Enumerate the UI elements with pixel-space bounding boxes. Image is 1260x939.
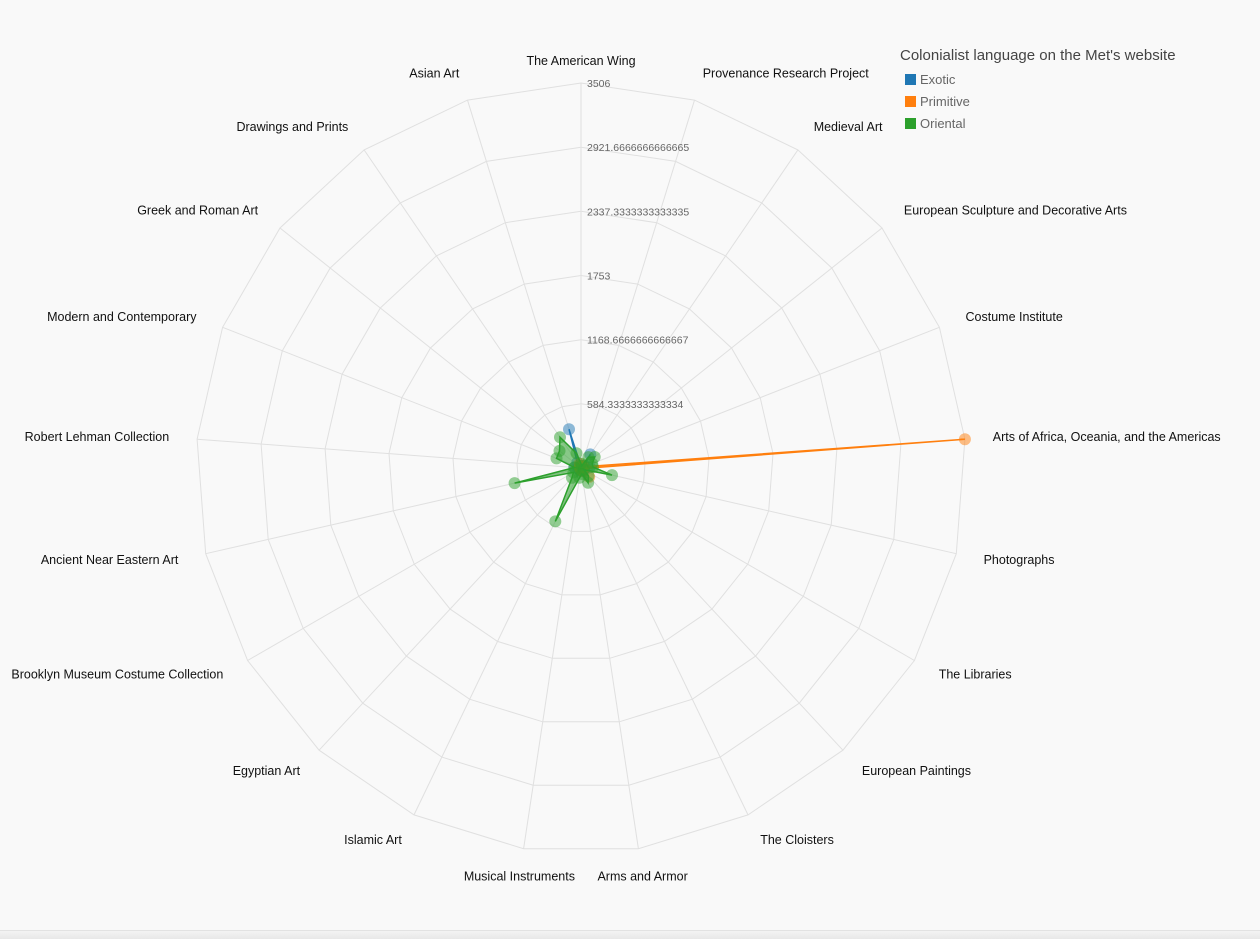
- axis-spoke: [279, 227, 582, 469]
- axis-label: Robert Lehman Collection: [25, 430, 170, 444]
- data-point-oriental[interactable]: [606, 469, 618, 482]
- axis-label: Musical Instruments: [464, 869, 575, 883]
- axis-spoke: [580, 467, 915, 661]
- axis-spoke: [197, 438, 582, 469]
- axis-spoke: [580, 467, 844, 751]
- axis-label: Brooklyn Museum Costume Collection: [11, 668, 223, 682]
- tick-label: 1168.6666666666667: [587, 335, 689, 347]
- data-point-oriental[interactable]: [587, 461, 599, 474]
- series-oriental: [508, 431, 618, 528]
- legend-item-primitive[interactable]: Primitive: [905, 90, 1176, 112]
- axis-label: The Cloisters: [760, 833, 834, 847]
- axis-label: Egyptian Art: [233, 764, 301, 778]
- grid-ring: [388, 274, 774, 659]
- axis-label: Islamic Art: [344, 833, 402, 847]
- data-point-exotic[interactable]: [563, 423, 575, 436]
- axis-spoke: [467, 99, 582, 469]
- tick-label: 3506: [587, 78, 611, 90]
- axis-spoke: [318, 467, 582, 751]
- axis-label: Medieval Art: [814, 120, 883, 134]
- axis-label: Drawings and Prints: [236, 120, 348, 134]
- tick-label: 584.3333333333334: [587, 399, 684, 411]
- axis-label: The American Wing: [526, 54, 635, 68]
- axis-label: European Paintings: [862, 764, 971, 778]
- axis-spoke: [247, 467, 582, 661]
- axis-spoke: [363, 149, 582, 469]
- axis-label: European Sculpture and Decorative Arts: [904, 204, 1127, 218]
- axis-label: Modern and Contemporary: [47, 310, 197, 324]
- legend-label-exotic: Exotic: [920, 71, 956, 87]
- axis-spoke: [580, 99, 695, 469]
- axis-spoke: [580, 467, 639, 849]
- tick-label: 2337.3333333333335: [587, 206, 689, 218]
- grid-ring: [196, 82, 966, 850]
- axis-label: Arts of Africa, Oceania, and the America…: [993, 430, 1221, 444]
- data-point-oriental[interactable]: [508, 477, 521, 490]
- grid-ring: [260, 146, 902, 786]
- axis-spoke: [580, 149, 799, 469]
- data-point-oriental[interactable]: [570, 447, 583, 460]
- axis-spoke: [523, 467, 582, 849]
- axis-spoke: [580, 326, 940, 469]
- tick-label: 1753: [587, 271, 611, 283]
- axis-label: Photographs: [984, 553, 1055, 567]
- axis-label: Provenance Research Project: [703, 66, 870, 80]
- legend-swatch-primitive: [905, 95, 916, 107]
- axis-label: Arms and Armor: [597, 869, 687, 883]
- axis-label: The Libraries: [939, 668, 1012, 682]
- grid-ring: [516, 403, 646, 532]
- axis-label: Asian Art: [409, 66, 460, 80]
- legend-swatch-oriental: [905, 117, 916, 129]
- axis-spoke: [222, 326, 582, 469]
- grid-ring: [452, 339, 710, 596]
- legend-item-exotic[interactable]: Exotic: [905, 68, 1176, 90]
- legend-label-primitive: Primitive: [920, 93, 970, 109]
- legend-item-oriental[interactable]: Oriental: [905, 112, 1176, 134]
- legend-label-oriental: Oriental: [920, 115, 966, 131]
- axis-label: Costume Institute: [966, 310, 1063, 324]
- tick-label: 2921.6666666666665: [587, 142, 689, 154]
- data-point-oriental[interactable]: [554, 431, 566, 444]
- data-point-oriental[interactable]: [549, 515, 562, 528]
- axis-spoke: [580, 227, 883, 469]
- window-bottom-edge: [0, 930, 1260, 939]
- data-point-oriental[interactable]: [568, 461, 581, 474]
- legend: Colonialist language on the Met's websit…: [900, 47, 1176, 134]
- grid-ring: [324, 210, 838, 723]
- axis-spoke: [580, 467, 749, 816]
- data-point-primitive[interactable]: [958, 433, 971, 446]
- legend-swatch-exotic: [905, 73, 916, 85]
- axis-spoke: [580, 467, 957, 555]
- axis-label: Greek and Roman Art: [137, 204, 258, 218]
- chart-title: Colonialist language on the Met's websit…: [900, 47, 1176, 64]
- axis-label: Ancient Near Eastern Art: [41, 553, 179, 567]
- data-point-oriental[interactable]: [553, 444, 566, 457]
